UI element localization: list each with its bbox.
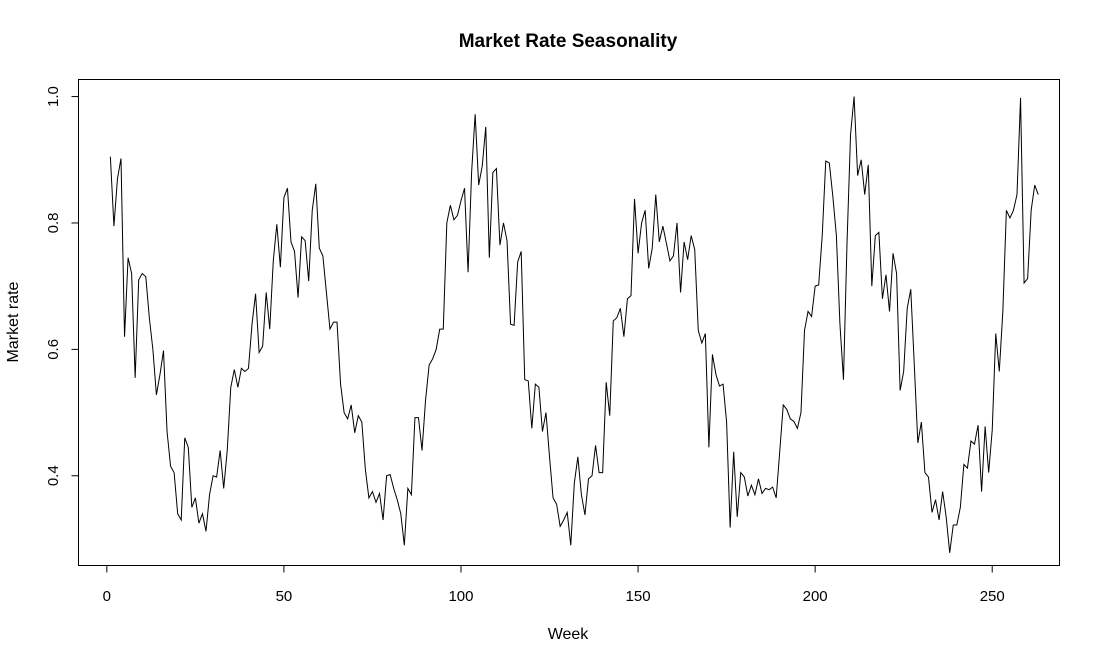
x-axis: 0 50 100 150 200 250 xyxy=(103,565,1005,605)
series-line xyxy=(109,96,1039,553)
y-axis: 0.4 0.6 0.8 1.0 xyxy=(45,86,79,486)
y-tick-label: 0.6 xyxy=(45,339,62,360)
x-tick-label: 0 xyxy=(103,588,111,605)
chart-title: Market Rate Seasonality xyxy=(459,31,678,52)
x-axis-label: Week xyxy=(548,626,590,643)
series-layer xyxy=(109,96,1039,553)
x-tick-label: 150 xyxy=(626,588,651,605)
x-tick-label: 100 xyxy=(448,588,473,605)
y-tick-label: 1.0 xyxy=(45,86,62,107)
y-tick-label: 0.8 xyxy=(45,213,62,234)
y-axis-label: Market rate xyxy=(5,281,22,362)
y-tick-label: 0.4 xyxy=(45,465,62,486)
x-tick-label: 50 xyxy=(276,588,293,605)
x-tick-label: 200 xyxy=(803,588,828,605)
x-tick-label: 250 xyxy=(980,588,1005,605)
